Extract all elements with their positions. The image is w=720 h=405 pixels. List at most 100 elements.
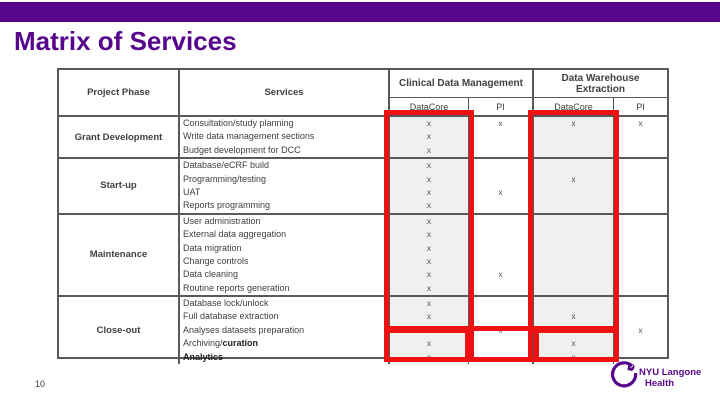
mark-cell-dw-pi	[614, 337, 667, 351]
service-cell: User administration	[180, 214, 390, 229]
service-cell: Programming/testing	[180, 172, 390, 187]
torch-icon: NYU Langone Health	[611, 361, 701, 389]
table-row: Write data management sections x	[180, 130, 667, 144]
mark-cell-cdm-datacore: x	[390, 323, 469, 338]
col-header-project-phase: Project Phase	[59, 70, 180, 115]
mark-cell-dw-datacore	[534, 254, 614, 269]
service-cell: UAT	[180, 185, 390, 200]
mark-cell-dw-datacore	[534, 130, 614, 144]
col-group-clinical-data-management: Clinical Data Management	[390, 70, 534, 98]
mark-cell-cdm-datacore: x	[390, 241, 469, 256]
mark-cell-cdm-pi	[469, 254, 534, 269]
mark-cell-cdm-pi	[469, 350, 534, 365]
phase-rows: Database/eCRF build x Programming/testing x…	[180, 159, 667, 213]
mark-cell-dw-datacore	[534, 159, 614, 173]
mark-cell-dw-pi	[614, 159, 667, 173]
mark-cell-cdm-pi	[469, 143, 534, 158]
mark-cell-cdm-datacore: x	[390, 268, 469, 282]
mark-cell-cdm-pi	[469, 172, 534, 187]
mark-cell-dw-datacore	[534, 241, 614, 256]
mark-cell-cdm-datacore: x	[390, 337, 469, 351]
mark-cell-dw-pi	[614, 242, 667, 256]
mark-cell-dw-datacore	[534, 143, 614, 158]
table-row: Full database extraction x x	[180, 310, 667, 324]
phase-rows: User administration x External data aggreg…	[180, 214, 667, 296]
service-cell: Archiving/curation	[180, 337, 390, 351]
phase-section: Grant Development Consultation/study plan…	[59, 117, 667, 158]
service-cell: Database/eCRF build	[180, 159, 390, 173]
service-cell: Database lock/unlock	[180, 297, 390, 311]
phase-rows: Database lock/unlock x Full database extra…	[180, 297, 667, 365]
mark-cell-dw-pi: x	[638, 118, 643, 128]
table-row: External data aggregation x	[180, 228, 667, 242]
mark-cell-cdm-datacore: x	[390, 159, 469, 173]
mark-cell-cdm-pi: x	[469, 185, 534, 200]
mark-cell-dw-pi	[614, 130, 667, 144]
phase-section: Close-out Database lock/unlock x Full datab…	[59, 295, 667, 365]
mark-cell-cdm-datacore: x	[390, 281, 469, 296]
mark-cell-cdm-pi	[469, 228, 534, 242]
nyu-langone-health-logo: NYU Langone Health	[608, 358, 704, 398]
mark-cell-cdm-datacore: x	[390, 297, 469, 311]
mark-cell-dw-pi	[614, 268, 667, 282]
mark-cell-dw-datacore: x	[534, 350, 614, 365]
mark-cell-dw-datacore	[534, 281, 614, 296]
logo-line1: NYU Langone	[639, 367, 701, 378]
mark-cell-dw-pi: x	[638, 324, 643, 335]
service-cell: Data migration	[180, 241, 390, 256]
mark-cell-dw-datacore	[534, 297, 614, 311]
logo-line2: Health	[645, 378, 674, 389]
table-row: UAT x x	[180, 185, 667, 200]
mark-cell-cdm-pi	[469, 281, 534, 296]
table-row: Reports programming x	[180, 199, 667, 213]
table-row: Consultation/study planning x x x x	[180, 117, 667, 131]
service-cell: Analyses datasets preparation	[180, 323, 390, 338]
table-row: Database lock/unlock x	[180, 297, 667, 311]
service-cell: Budget development for DCC	[180, 143, 390, 158]
services-matrix-table: Project Phase Services Clinical Data Man…	[57, 68, 669, 365]
mark-cell-cdm-datacore: x	[390, 199, 469, 213]
phase-section: Start-up Database/eCRF build x Programming/…	[59, 157, 667, 213]
mark-cell-cdm-datacore: x	[390, 185, 469, 200]
mark-cell-dw-pi	[614, 255, 667, 269]
table-row: Budget development for DCC x	[180, 143, 667, 158]
table-row: Change controls x	[180, 254, 667, 269]
mark-cell-cdm-datacore: x	[390, 117, 469, 131]
mark-cell-cdm-pi: x	[469, 323, 534, 338]
col-header-dw-datacore: DataCore	[534, 98, 614, 115]
col-header-cdm-pi: PI	[469, 98, 534, 115]
service-cell: External data aggregation	[180, 228, 390, 242]
mark-cell-dw-datacore: x	[534, 337, 614, 351]
mark-cell-dw-pi	[614, 186, 667, 200]
table-row: Database/eCRF build x	[180, 159, 667, 173]
top-accent-bar	[0, 2, 720, 22]
mark-cell-dw-pi	[614, 144, 667, 158]
table-row: Analyses datasets preparation x x x x	[180, 323, 667, 338]
mark-cell-dw-pi	[614, 215, 667, 229]
table-header: Project Phase Services Clinical Data Man…	[59, 70, 667, 117]
mark-cell-dw-pi	[614, 199, 667, 213]
col-header-services: Services	[180, 70, 390, 115]
service-cell: Full database extraction	[180, 310, 390, 324]
mark-cell-dw-datacore	[534, 228, 614, 242]
mark-cell-dw-datacore	[534, 199, 614, 213]
mark-cell-cdm-pi	[469, 199, 534, 213]
mark-cell-cdm-pi	[469, 241, 534, 256]
mark-cell-dw-datacore: x	[534, 172, 614, 187]
mark-cell-cdm-pi	[469, 297, 534, 311]
table-row: Data cleaning x x	[180, 268, 667, 282]
mark-cell-dw-datacore: x	[534, 310, 614, 324]
mark-cell-cdm-datacore: x	[390, 214, 469, 229]
table-row: Analytics x x	[180, 350, 667, 365]
mark-cell-dw-datacore	[534, 185, 614, 200]
mark-cell-dw-datacore	[534, 268, 614, 282]
table-row: Data migration x	[180, 241, 667, 256]
col-header-dw-pi: PI	[636, 101, 645, 112]
service-cell: Data cleaning	[180, 268, 390, 282]
mark-cell-cdm-pi	[469, 310, 534, 324]
phase-cell: Close-out	[59, 297, 180, 365]
phase-cell: Maintenance	[59, 214, 180, 296]
mark-cell-cdm-pi	[469, 130, 534, 144]
table-row: Archiving/curation x x	[180, 337, 667, 351]
mark-cell-cdm-pi	[469, 214, 534, 229]
